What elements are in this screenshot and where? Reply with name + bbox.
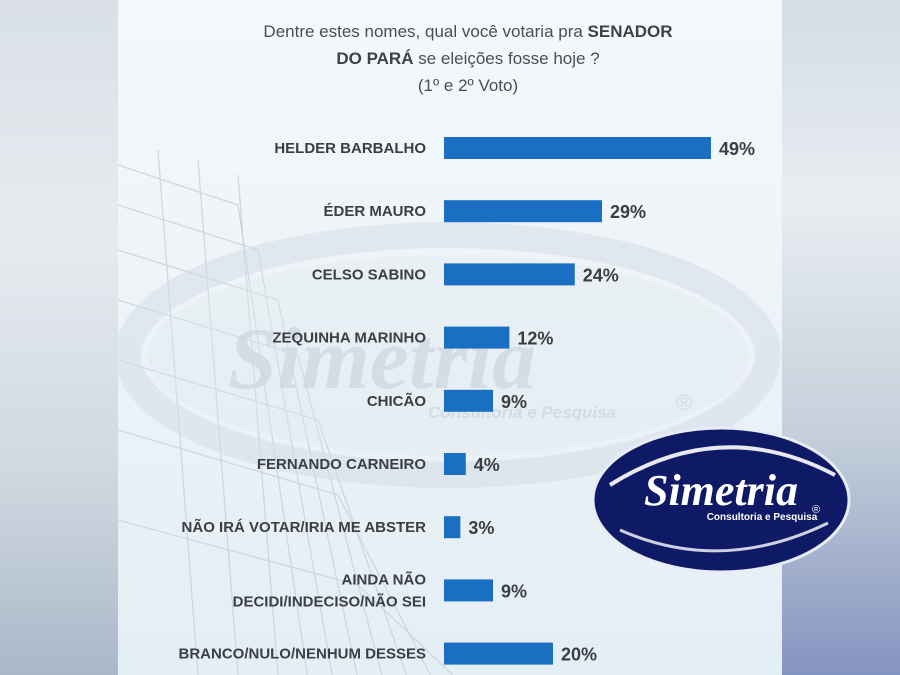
bar-row: CELSO SABINO 24% — [312, 263, 619, 286]
bar — [444, 389, 494, 412]
category-label: AINDA NÃO DECIDI/INDECISO/NÃO SEI — [233, 570, 427, 610]
value-label: 29% — [610, 202, 646, 222]
simetria-logo: Simetria Consultoria e Pesquisa ® — [591, 426, 851, 574]
bar-row: HELDER BARBALHO 49% — [274, 137, 755, 159]
value-label: 9% — [501, 581, 527, 601]
bar — [444, 326, 510, 349]
question-line2-text: se eleições fosse hoje ? — [413, 49, 600, 68]
bar-row: ZEQUINHA MARINHO 12% — [272, 326, 553, 349]
bar-row: NÃO IRÁ VOTAR/IRIA ME ABSTER 3% — [182, 516, 494, 539]
bar — [444, 642, 553, 665]
bar-row: FERNANDO CARNEIRO 4% — [257, 453, 500, 475]
bar-row: BRANCO/NULO/NENHUM DESSES 20% — [178, 642, 597, 665]
bar-chart: HELDER BARBALHO 49% ÉDER MAURO 29% CELSO SAB… — [178, 137, 755, 665]
category-label: HELDER BARBALHO — [274, 140, 426, 157]
question-line1-bold: SENADOR — [587, 22, 673, 41]
logo-registered: ® — [812, 504, 820, 516]
right-blurred-margin — [782, 0, 900, 675]
value-label: 3% — [468, 518, 494, 538]
logo-brand: Simetria — [644, 466, 798, 515]
value-label: 12% — [517, 329, 553, 349]
value-label: 9% — [501, 392, 527, 412]
value-label: 24% — [583, 265, 619, 285]
bar — [444, 137, 711, 159]
category-label: ZEQUINHA MARINHO — [272, 330, 426, 347]
question-line3: (1º e 2º Voto) — [417, 76, 519, 95]
logo-tagline: Consultoria e Pesquisa — [707, 512, 818, 523]
category-label: NÃO IRÁ VOTAR/IRIA ME ABSTER — [182, 518, 427, 536]
bar — [444, 263, 575, 286]
category-label: ÉDER MAURO — [323, 203, 426, 220]
poll-panel: Simetria Consultoria e Pesquisa ® Dentre… — [118, 0, 782, 675]
category-label: CHICÃO — [367, 392, 426, 410]
watermark-registered: ® — [676, 390, 692, 415]
category-label: FERNANDO CARNEIRO — [257, 456, 427, 473]
bar-row: CHICÃO 9% — [367, 389, 527, 412]
category-label: BRANCO/NULO/NENHUM DESSES — [178, 646, 426, 663]
value-label: 20% — [561, 645, 597, 665]
bar — [444, 516, 461, 539]
question-line1-text: Dentre estes nomes, qual você votaria pr… — [263, 22, 588, 41]
category-label: CELSO SABINO — [312, 266, 427, 283]
left-blurred-margin — [0, 0, 118, 675]
bar-row: AINDA NÃO DECIDI/INDECISO/NÃO SEI 9% — [233, 570, 527, 610]
bar-row: ÉDER MAURO 29% — [323, 200, 646, 223]
value-label: 4% — [474, 455, 500, 475]
bar — [444, 453, 466, 475]
poll-question: Dentre estes nomes, qual você votaria pr… — [158, 18, 778, 99]
bar — [444, 579, 494, 602]
question-line2-bold: DO PARÁ — [336, 49, 414, 68]
bar — [444, 200, 603, 223]
value-label: 49% — [719, 139, 755, 159]
